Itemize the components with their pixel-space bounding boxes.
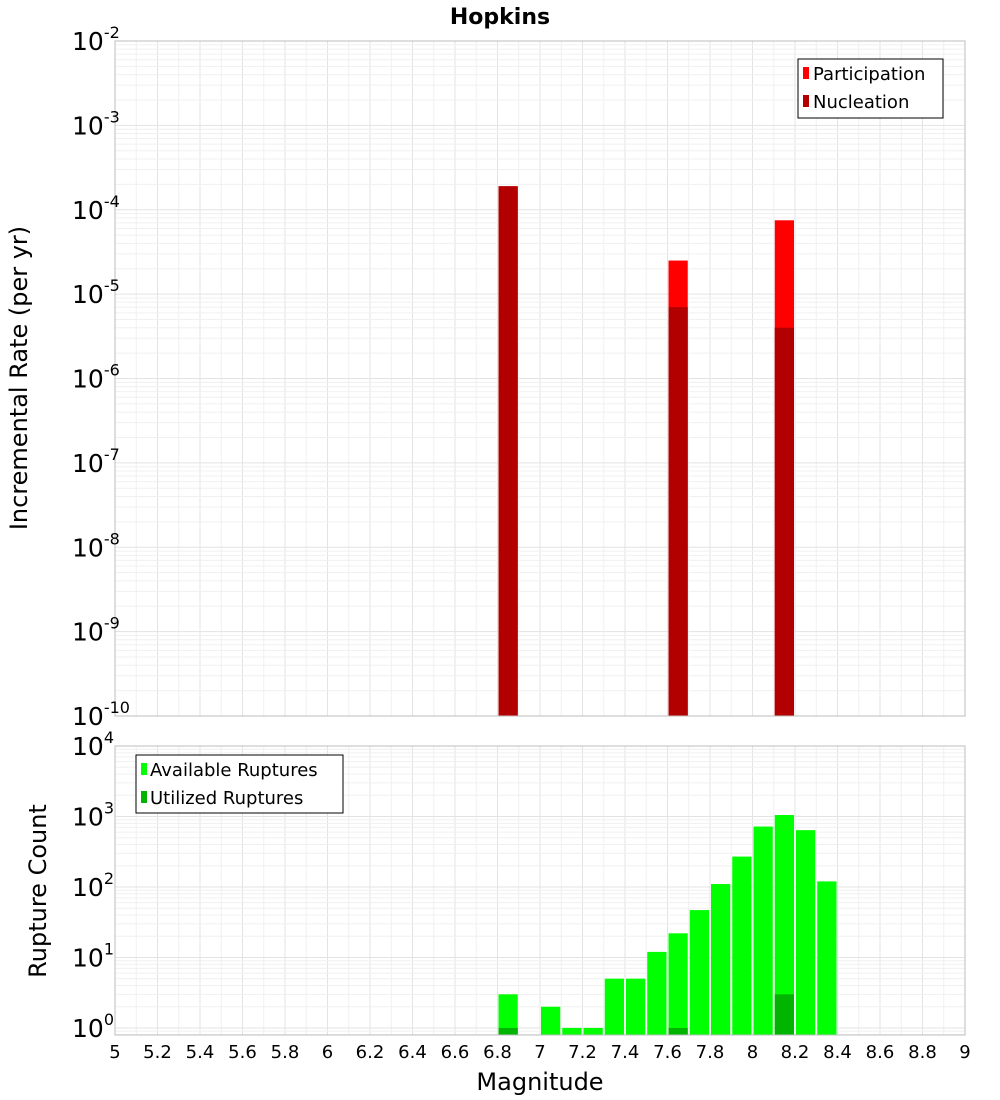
- bar-available-ruptures: [626, 978, 646, 1035]
- top-y-tick-labels: 10-2 10-3 10-4 10-5 10-6 10-7 10-8 10-9 10-10: [72, 23, 130, 731]
- x-tick-label: 7.2: [568, 1042, 597, 1063]
- y-tick-label: 10-4: [72, 192, 120, 225]
- bar-utilized-ruptures: [498, 1027, 518, 1035]
- bar-available-ruptures: [796, 830, 816, 1035]
- y-tick-label: 10-9: [72, 614, 120, 647]
- y-tick-label: 10-8: [72, 529, 120, 562]
- x-tick-label: 6: [322, 1042, 333, 1063]
- legend-label-available: Available Ruptures: [150, 760, 318, 781]
- bar-nucleation: [774, 327, 794, 716]
- y-tick-label: 10-2: [72, 23, 120, 56]
- bottom-legend: Available Ruptures Utilized Ruptures: [135, 754, 344, 814]
- top-legend-box: [797, 58, 944, 119]
- top-plot-frame: [114, 40, 966, 717]
- bar-available-ruptures: [668, 933, 688, 1035]
- bar-utilized-ruptures: [668, 1027, 688, 1035]
- x-tick-label: 9: [959, 1042, 970, 1063]
- y-tick-label: 10-7: [72, 445, 120, 478]
- chart-title: Hopkins: [450, 5, 550, 30]
- rupture-count-panel: 104 103 102 101 100 5 5.2 5.4 5.6 5.8 6 6.2 6.4 6.6 6…: [24, 728, 971, 1096]
- legend-swatch-available: [141, 763, 147, 775]
- bar-available-ruptures: [817, 881, 837, 1035]
- x-tick-label: 7.6: [653, 1042, 682, 1063]
- legend-label-participation: Participation: [813, 64, 925, 85]
- top-gridlines: [114, 40, 966, 717]
- x-tick-label: 5: [109, 1042, 120, 1063]
- x-tick-label: 5.6: [228, 1042, 257, 1063]
- x-tick-label: 7.8: [696, 1042, 725, 1063]
- bottom-bars: [498, 814, 837, 1035]
- legend-swatch-utilized: [141, 791, 147, 803]
- x-tick-label: 8.2: [781, 1042, 810, 1063]
- y-tick-label: 102: [72, 869, 114, 902]
- x-tick-label: 5.2: [143, 1042, 172, 1063]
- y-tick-label: 10-6: [72, 361, 120, 394]
- bottom-y-tick-labels: 104 103 102 101 100: [72, 728, 114, 1043]
- bar-nucleation: [498, 186, 518, 716]
- x-tick-label: 6.6: [441, 1042, 470, 1063]
- x-tick-label: 5.4: [186, 1042, 215, 1063]
- legend-swatch-nucleation: [803, 95, 809, 107]
- bar-available-ruptures: [774, 814, 794, 1035]
- x-tick-label: 8.4: [823, 1042, 852, 1063]
- y-tick-label: 10-5: [72, 276, 120, 309]
- x-tick-label: 8.8: [908, 1042, 937, 1063]
- legend-label-utilized: Utilized Ruptures: [150, 788, 303, 809]
- bar-available-ruptures: [562, 1027, 582, 1035]
- bar-available-ruptures: [583, 1027, 603, 1035]
- bar-utilized-ruptures: [774, 994, 794, 1035]
- bar-available-ruptures: [541, 1006, 561, 1035]
- x-tick-label: 7.4: [611, 1042, 640, 1063]
- top-bars: [498, 186, 794, 717]
- legend-swatch-participation: [803, 67, 809, 79]
- x-tick-label: 8.6: [866, 1042, 895, 1063]
- bottom-plot-frame: [114, 745, 966, 1036]
- y-tick-label: 100: [72, 1010, 114, 1043]
- top-legend: Participation Nucleation: [797, 58, 944, 119]
- y-tick-label: 103: [72, 798, 114, 831]
- bar-available-ruptures: [498, 994, 518, 1035]
- bar-available-ruptures: [753, 826, 773, 1035]
- y-tick-label: 104: [72, 728, 114, 761]
- bar-available-ruptures: [732, 856, 752, 1035]
- x-tick-labels: 5 5.2 5.4 5.6 5.8 6 6.2 6.4 6.6 6.8 7 7.2 7.4 7.6 7.8 8…: [109, 1042, 970, 1063]
- x-axis-label: Magnitude: [476, 1068, 603, 1096]
- bottom-y-axis-label: Rupture Count: [24, 804, 52, 978]
- bar-available-ruptures: [711, 884, 731, 1035]
- y-tick-label: 101: [72, 939, 114, 972]
- y-tick-label: 10-10: [72, 698, 130, 731]
- x-tick-label: 6.8: [483, 1042, 512, 1063]
- bar-available-ruptures: [647, 951, 667, 1035]
- x-tick-label: 7: [534, 1042, 545, 1063]
- bar-nucleation: [668, 307, 688, 716]
- x-tick-label: 6.4: [398, 1042, 427, 1063]
- bar-available-ruptures: [689, 910, 709, 1035]
- x-tick-label: 5.8: [271, 1042, 300, 1063]
- bottom-legend-box: [135, 754, 344, 814]
- x-tick-label: 6.2: [356, 1042, 385, 1063]
- legend-label-nucleation: Nucleation: [813, 92, 909, 113]
- participation-nucleation-panel: 10-2 10-3 10-4 10-5 10-6 10-7 10-8 10-9 10-10 In…: [5, 23, 966, 731]
- x-tick-label: 8: [747, 1042, 758, 1063]
- y-tick-label: 10-3: [72, 107, 120, 140]
- bar-available-ruptures: [604, 978, 624, 1035]
- top-y-axis-label: Incremental Rate (per yr): [5, 226, 33, 530]
